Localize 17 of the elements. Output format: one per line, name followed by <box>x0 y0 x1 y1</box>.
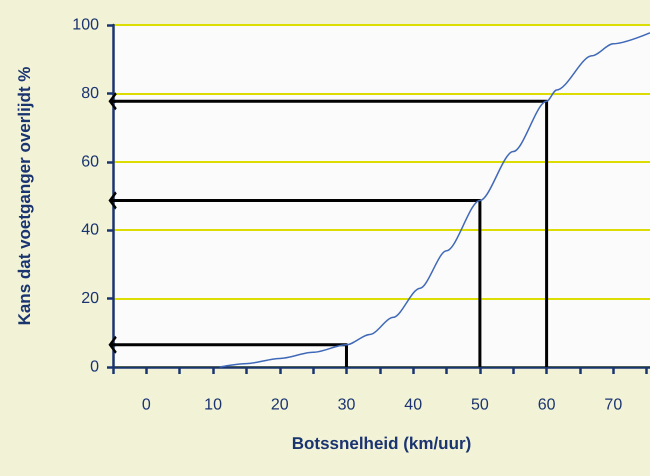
x-tick-label: 0 <box>142 396 151 414</box>
x-tick-label: 60 <box>538 396 556 414</box>
y-tick-label: 20 <box>81 290 100 308</box>
x-tick-label: 10 <box>204 396 222 414</box>
y-tick-label: 100 <box>72 16 100 34</box>
y-tick-label: 40 <box>81 222 100 239</box>
y-tick-label: 60 <box>81 153 100 170</box>
x-tick-label: 30 <box>338 396 356 414</box>
line-series <box>218 32 650 368</box>
x-tick-label: 50 <box>470 396 489 414</box>
x-tick-label: 20 <box>270 396 289 414</box>
x-tick-label: 40 <box>404 396 422 414</box>
x-axis-title: Botssnelheid (km/uur) <box>292 434 472 453</box>
y-tick-label: 0 <box>90 358 100 376</box>
y-tick-label: 80 <box>81 84 100 102</box>
y-axis-title: Kans dat voetganger overlijdt % <box>15 66 34 326</box>
x-tick-label: 70 <box>604 396 622 414</box>
